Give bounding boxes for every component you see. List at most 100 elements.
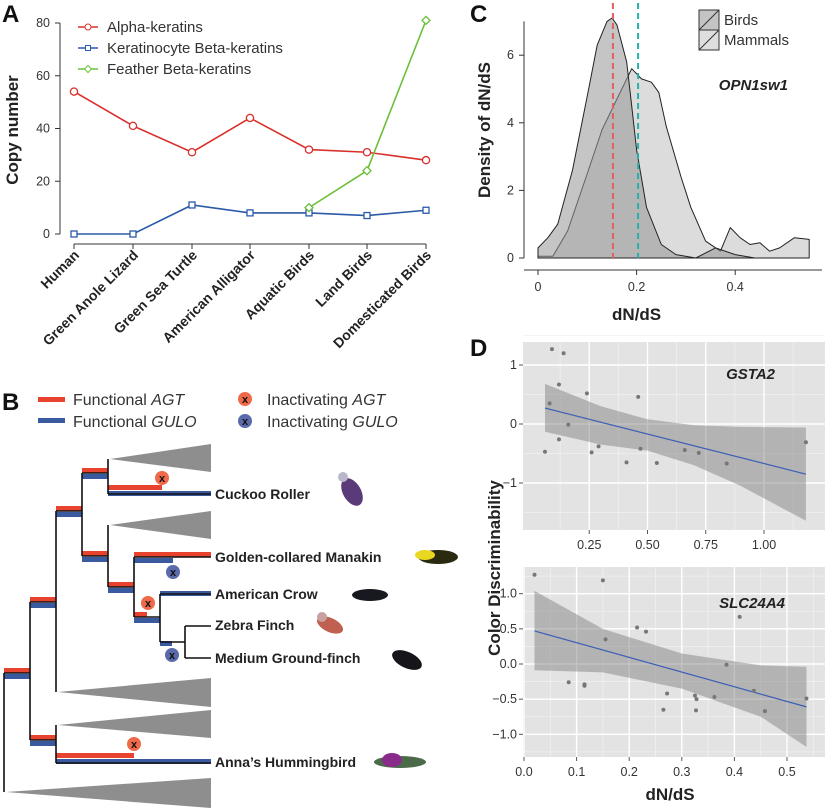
inactivating-agt-icon: x	[238, 392, 252, 406]
collapsed-clades	[6, 444, 211, 808]
panel-letter-b: B	[2, 389, 19, 416]
legend-functional-gulo: Functional GULO	[73, 414, 197, 431]
data-point	[624, 460, 629, 465]
taxon-label: American Crow	[215, 586, 318, 602]
data-point	[694, 697, 699, 702]
data-point	[696, 450, 701, 455]
manakin-illustration	[415, 550, 458, 564]
data-point	[665, 691, 670, 696]
data-point	[542, 449, 547, 454]
legend-marker	[84, 23, 92, 31]
inactivating-gulo-marker: x	[165, 648, 179, 662]
taxon-label: Cuckoo Roller	[215, 486, 310, 502]
data-point	[556, 437, 561, 442]
x-tick-label: Human	[37, 247, 82, 292]
y-tick-label: 0.5	[500, 622, 517, 636]
data-point	[561, 351, 566, 356]
x-tick-label: Domesticated Birds	[330, 247, 434, 351]
data-point	[596, 444, 601, 449]
svg-text:x: x	[169, 650, 176, 662]
x-tick-label: 1.00	[752, 538, 776, 552]
data-point	[549, 347, 554, 352]
x-tick-label: 0.4	[727, 280, 744, 294]
svg-text:x: x	[242, 416, 249, 428]
panel-d-slc24a4-scatter: 0.0 0.1 0.2 0.3 0.4 0.5 1.0 0.5 0.0 −0.5 −1.0 SLC24…	[492, 567, 825, 804]
legend-marker	[85, 45, 91, 51]
taxon-label: Anna’s Hummingbird	[215, 754, 356, 770]
x-tick-label: 0	[535, 280, 542, 294]
legend-inactivating-agt: Inactivating AGT	[267, 392, 387, 409]
data-point	[804, 696, 809, 701]
data-point	[421, 15, 431, 26]
inactivating-gulo-marker: x	[166, 565, 180, 579]
panel-b-legend: Functional AGT Functional GULO x x Inact…	[38, 392, 398, 431]
y-tick-label: −1.0	[492, 727, 517, 741]
legend-inactivating-gulo: Inactivating GULO	[267, 414, 398, 431]
svg-text:x: x	[170, 567, 177, 579]
data-point	[70, 230, 78, 238]
series-line-circle	[73, 90, 427, 161]
legend-label: Mammals	[724, 32, 789, 49]
data-point	[692, 693, 697, 698]
panel-c-density-chart: 0 2 4 6 0 0.2 0.4 dN/dS Density of dN/dS OPN1sw1 B…	[475, 3, 822, 324]
svg-text:x: x	[159, 473, 166, 485]
hummingbird-illustration	[374, 753, 426, 768]
legend-label: Feather Beta-keratins	[107, 61, 251, 78]
data-point	[246, 209, 254, 217]
x-tick-label: 0.25	[577, 538, 601, 552]
data-point	[566, 680, 571, 685]
x-tick-label: 0.1	[568, 765, 585, 779]
data-point	[724, 662, 729, 667]
y-tick-label: 2	[507, 183, 514, 197]
cuckoo-roller-illustration	[338, 472, 363, 506]
regression-line	[534, 630, 807, 708]
y-tick-label: 0	[507, 251, 514, 265]
data-point	[638, 446, 643, 451]
x-tick-label: 0.3	[673, 765, 690, 779]
legend-swatch-diagonal	[698, 29, 720, 51]
data-point	[803, 440, 808, 445]
y-tick-label: 1	[510, 358, 517, 372]
data-point	[584, 391, 589, 396]
confidence-band	[545, 383, 806, 521]
y-axis-label: Copy number	[3, 75, 22, 185]
data-point	[636, 394, 641, 399]
data-point	[245, 113, 255, 123]
x-tick-label: 0.4	[726, 765, 743, 779]
phylogenetic-tree: x x x x x Cuckoo Roller Golden-collared …	[3, 444, 458, 808]
y-tick-label: −0.5	[492, 692, 517, 706]
data-point	[422, 206, 430, 214]
gene-label: GSTA2	[726, 366, 776, 383]
panel-letter-c: C	[470, 1, 487, 28]
data-point	[532, 572, 537, 577]
y-tick-label: 40	[36, 122, 50, 136]
data-point	[712, 695, 717, 700]
data-point	[362, 165, 372, 176]
data-point	[128, 121, 138, 131]
panel-letter-d: D	[470, 335, 487, 362]
y-axis-label: Density of dN/dS	[475, 62, 494, 198]
data-point	[682, 447, 687, 452]
gene-label: OPN1sw1	[719, 77, 788, 94]
data-point	[661, 707, 666, 712]
ground-finch-illustration	[392, 650, 422, 670]
agt-bars	[4, 468, 211, 758]
regression-line	[544, 407, 807, 475]
data-point	[600, 578, 605, 583]
data-point	[566, 422, 571, 427]
legend-swatch-diagonal	[698, 9, 720, 31]
zebra-finch-illustration	[316, 612, 344, 634]
data-point	[751, 688, 756, 693]
gene-label: SLC24A4	[719, 595, 786, 612]
legend-label: Alpha-keratins	[107, 19, 203, 36]
x-tick-label: Land Birds	[312, 247, 375, 310]
panel-d-gsta2-scatter: 0.25 0.50 0.75 1.00 1 0 −1 GSTA2	[503, 335, 825, 552]
data-point	[363, 211, 371, 220]
y-tick-label: 0	[43, 227, 50, 241]
inactivating-gulo-icon: x	[238, 414, 252, 428]
y-tick-label: 0	[510, 417, 517, 431]
taxon-label: Medium Ground-finch	[215, 650, 360, 666]
data-point	[187, 147, 197, 157]
plot-background	[523, 567, 825, 757]
